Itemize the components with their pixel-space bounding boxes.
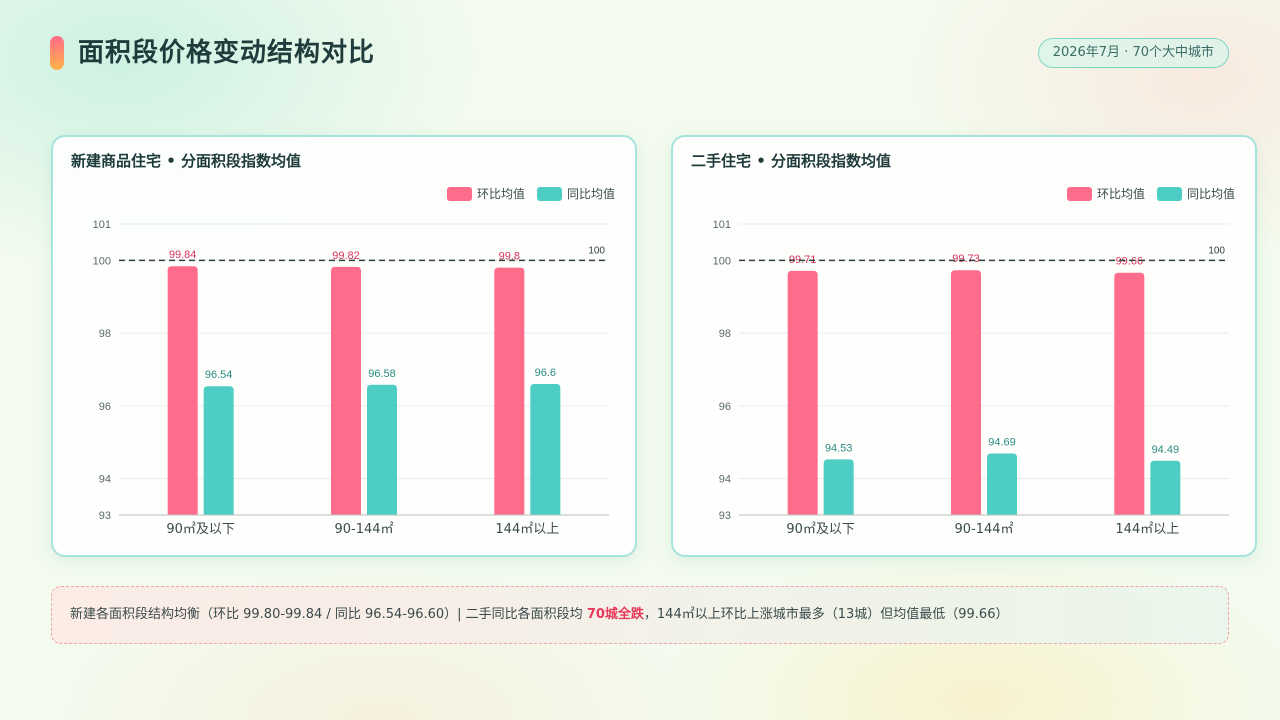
reference-line-label: 100 [1208,245,1225,256]
bar-mom [331,266,361,515]
y-tick-label: 98 [99,328,111,340]
legend-label-mom: 环比均值 [476,187,525,201]
chart-legend: 环比均值 同比均值 [1055,185,1235,202]
y-tick-label: 98 [719,328,731,340]
summary-text-part2: ，144㎡以上环比上涨城市最多（13城）但均值最低（99.66） [643,607,1009,622]
data-label: 94.53 [825,442,853,454]
legend-label-yoy: 同比均值 [1186,187,1235,201]
legend-item-yoy: 同比均值 [536,185,615,202]
y-tick-label: 93 [99,510,111,522]
data-label: 96.54 [205,369,233,381]
page-title: 面积段价格变动结构对比 [78,38,376,68]
y-tick-label: 101 [93,219,111,231]
y-tick-label: 100 [713,255,731,267]
legend-item-mom: 环比均值 [1066,185,1145,202]
reference-line-label: 100 [588,245,605,256]
x-tick-label: 144㎡以上 [495,522,559,537]
data-label: 94.49 [1152,444,1180,456]
y-tick-label: 96 [99,401,111,413]
bar-mom [951,270,981,515]
bar-mom [787,270,818,515]
data-label: 99.66 [1116,256,1144,268]
title-accent-bar [50,36,64,70]
date-badge: 2026年7月 · 70个大中城市 [1037,38,1229,68]
new-housing-bar-chart: 93 94 96 98 100 101 99.84 96.54 90㎡及以下 99.82 96.58… [93,219,609,537]
x-tick-label: 90-144㎡ [334,522,393,537]
x-tick-label: 144㎡以上 [1115,522,1179,537]
y-tick-label: 100 [93,255,111,267]
y-tick-label: 96 [719,401,731,413]
y-tick-label: 94 [99,474,111,486]
second-hand-chart-card: 二手住宅 • 分面积段指数均值 环比均值 同比均值 93 94 96 98 100 101… [671,135,1257,557]
data-label: 99.82 [332,250,360,262]
legend-item-yoy: 同比均值 [1156,185,1235,202]
data-label: 99.73 [952,253,980,265]
x-tick-label: 90㎡及以下 [166,522,235,537]
legend-label-mom: 环比均值 [1096,187,1145,201]
legend-swatch-mom [1066,186,1092,201]
new-housing-chart-card: 新建商品住宅 • 分面积段指数均值 环比均值 同比均值 93 94 96 98 100 1… [51,135,637,557]
legend-item-mom: 环比均值 [446,185,525,202]
data-label: 99.84 [169,249,197,261]
data-label: 96.58 [368,368,396,380]
bar-yoy [203,386,234,515]
y-tick-label: 101 [713,219,731,231]
bar-yoy [1150,460,1181,515]
bar-yoy [987,453,1017,515]
bar-mom [494,267,525,515]
bar-yoy [823,459,854,515]
x-tick-label: 90-144㎡ [954,522,1013,537]
data-label: 96.6 [535,367,556,379]
legend-swatch-yoy [536,186,562,201]
bar-yoy [367,384,397,515]
y-tick-label: 94 [719,474,731,486]
chart-title: 二手住宅 • 分面积段指数均值 [691,152,892,170]
second-hand-bar-chart: 9394969810010199.7194.5390㎡及以下99.7394.69… [713,219,1229,537]
summary-text-part1: 新建各面积段结构均衡（环比 99.80-99.84 / 同比 96.54-96.… [70,607,587,622]
y-tick-label: 93 [719,510,731,522]
legend-swatch-mom [446,186,472,201]
legend-label-yoy: 同比均值 [566,187,615,201]
data-label: 94.69 [988,437,1016,449]
bar-yoy [530,384,561,515]
summary-highlight: 70城全跌 [586,607,644,622]
summary-note: 新建各面积段结构均衡（环比 99.80-99.84 / 同比 96.54-96.… [51,586,1229,644]
chart-title: 新建商品住宅 • 分面积段指数均值 [71,152,302,170]
chart-legend: 环比均值 同比均值 [435,185,615,202]
legend-swatch-yoy [1156,186,1182,201]
x-tick-label: 90㎡及以下 [786,522,855,537]
bar-mom [167,266,198,515]
bar-mom [1114,272,1145,515]
